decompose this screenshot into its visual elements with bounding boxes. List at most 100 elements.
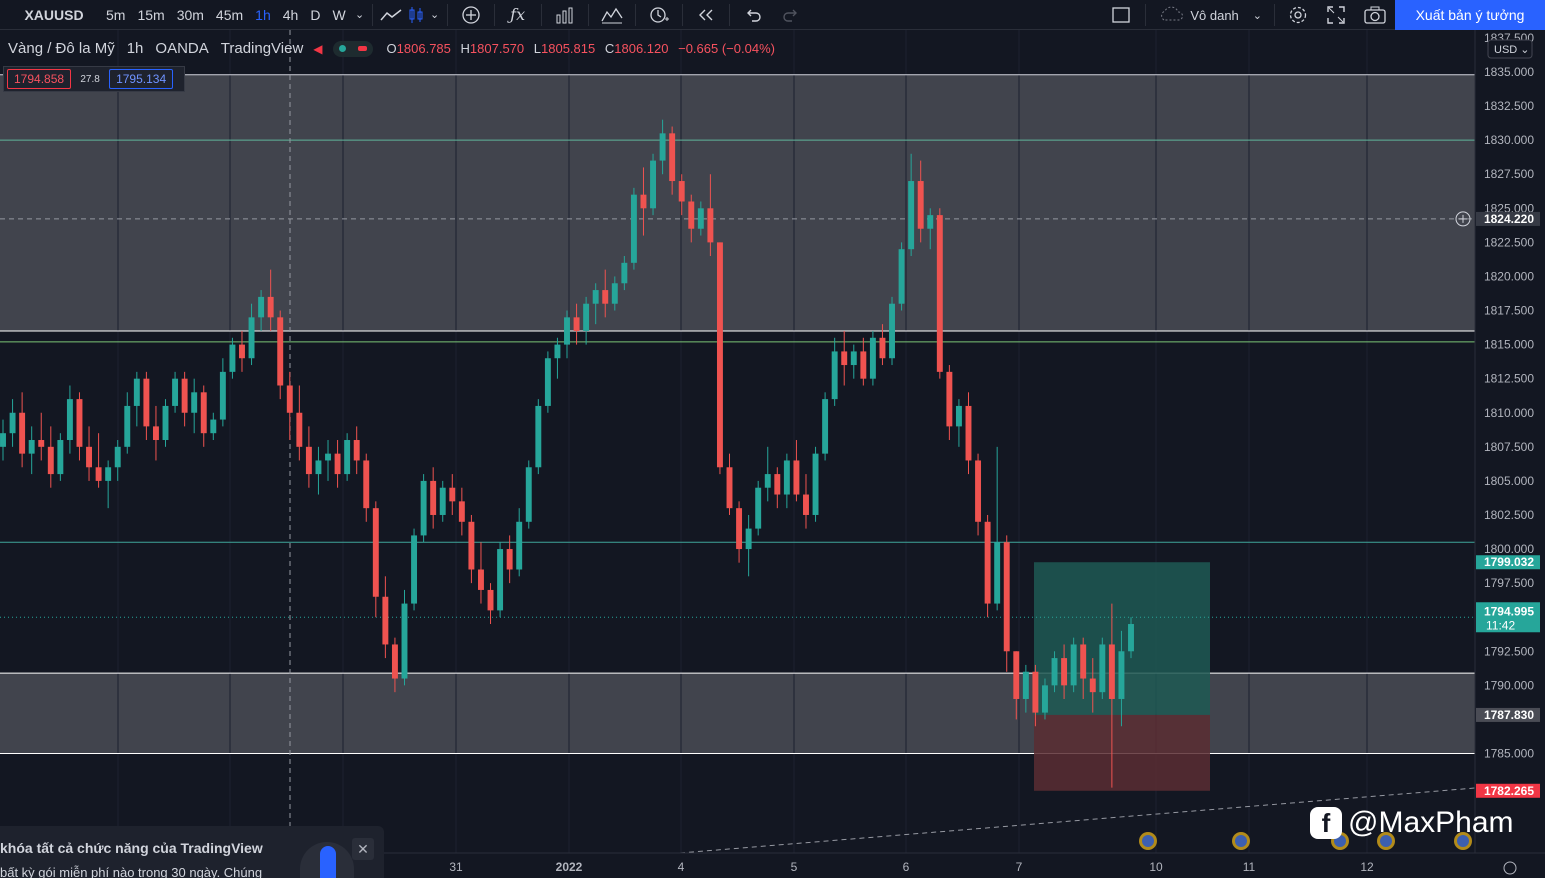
alert-icon[interactable]	[640, 0, 678, 30]
candle-body[interactable]	[76, 399, 83, 447]
interval-w[interactable]: W	[332, 6, 346, 23]
candle-body[interactable]	[487, 589, 494, 611]
candle-body[interactable]	[391, 644, 398, 679]
price-scale[interactable]	[1475, 30, 1545, 878]
candle-body[interactable]	[95, 467, 102, 481]
interval-d[interactable]: D	[310, 6, 321, 23]
candle-body[interactable]	[716, 242, 723, 468]
candle-body[interactable]	[975, 460, 982, 522]
candle-body[interactable]	[678, 181, 685, 202]
candle-body[interactable]	[1080, 644, 1087, 679]
candle-body[interactable]	[1108, 644, 1115, 699]
financials-icon[interactable]	[546, 0, 584, 30]
close-icon[interactable]: ✕	[352, 838, 374, 860]
currency-selector[interactable]	[1487, 39, 1533, 59]
candle-body[interactable]	[803, 494, 809, 515]
candle-body[interactable]	[831, 351, 838, 400]
add-compare-icon[interactable]	[452, 0, 490, 30]
candle-body[interactable]	[1070, 644, 1077, 686]
long-position-stop-zone[interactable]	[1034, 714, 1210, 791]
interval-30m[interactable]: 30m	[176, 6, 204, 23]
buy-button[interactable]: 1795.134	[109, 69, 174, 89]
candle-body[interactable]	[191, 392, 198, 413]
candle-body[interactable]	[984, 521, 991, 604]
interval-4h[interactable]: 4h	[282, 6, 299, 23]
candle-body[interactable]	[1042, 685, 1048, 713]
candle-body[interactable]	[449, 487, 456, 502]
candle-body[interactable]	[1003, 542, 1010, 652]
market-status-pill[interactable]	[332, 40, 373, 57]
candle-body[interactable]	[1099, 644, 1106, 693]
candle-body[interactable]	[764, 474, 771, 488]
candle-body[interactable]	[898, 249, 905, 304]
candle-body[interactable]	[277, 317, 284, 386]
candle-body[interactable]	[430, 480, 437, 515]
candle-body[interactable]	[726, 467, 733, 509]
candle-body[interactable]	[47, 446, 54, 475]
candle-body[interactable]	[564, 317, 570, 345]
candle-body[interactable]	[812, 453, 819, 515]
add-alert-icon[interactable]	[1455, 211, 1471, 227]
candle-body[interactable]	[1032, 671, 1039, 713]
candle-body[interactable]	[659, 133, 666, 161]
candle-body[interactable]	[86, 446, 92, 468]
candle-body[interactable]	[707, 208, 714, 243]
candle-body[interactable]	[296, 412, 303, 447]
candle-body[interactable]	[869, 337, 876, 379]
candle-body[interactable]	[650, 160, 656, 209]
candle-body[interactable]	[889, 303, 895, 359]
candle-body[interactable]	[143, 378, 150, 427]
candle-body[interactable]	[162, 405, 169, 441]
candle-body[interactable]	[315, 460, 322, 475]
candle-body[interactable]	[210, 419, 217, 434]
candle-body[interactable]	[286, 385, 293, 413]
candle-body[interactable]	[793, 460, 800, 495]
candle-body[interactable]	[439, 487, 446, 515]
trend-line[interactable]	[679, 787, 1476, 854]
symbol-search-button[interactable]: XAUUSD	[24, 6, 84, 23]
candle-body[interactable]	[1022, 671, 1029, 699]
interval-45m[interactable]: 45m	[215, 6, 244, 23]
candle-body[interactable]	[755, 487, 762, 529]
candle-body[interactable]	[841, 351, 848, 366]
publish-idea-button[interactable]: Xuất bản ý tưởng	[1395, 0, 1545, 31]
candle-body[interactable]	[57, 440, 64, 475]
candle-body[interactable]	[516, 521, 523, 570]
candle-body[interactable]	[860, 351, 867, 379]
candle-body[interactable]	[200, 392, 207, 434]
interval-15m[interactable]: 15m	[137, 6, 165, 23]
candle-body[interactable]	[66, 399, 73, 441]
chevron-down-icon[interactable]: ⌄	[430, 9, 440, 21]
candle-body[interactable]	[697, 208, 704, 229]
candle-body[interactable]	[688, 201, 695, 229]
trial-promo-toast[interactable]: khóa tất cả chức năng của TradingView bấ…	[0, 826, 384, 878]
candle-body[interactable]	[506, 549, 513, 570]
candle-body[interactable]	[28, 440, 35, 454]
candle-body[interactable]	[544, 358, 551, 406]
candle-body[interactable]	[822, 399, 829, 454]
price-chart[interactable]: 1837.5001835.0001832.5001830.0001827.500…	[0, 30, 1545, 878]
candle-body[interactable]	[372, 508, 379, 597]
candle-body[interactable]	[879, 337, 886, 359]
candles-icon[interactable]	[405, 0, 427, 30]
candle-body[interactable]	[1089, 678, 1096, 693]
candle-body[interactable]	[1128, 624, 1134, 652]
flag-icon[interactable]: ◀	[313, 41, 323, 56]
candle-body[interactable]	[344, 440, 351, 475]
indicators-icon[interactable]: ƒx	[510, 5, 526, 24]
candle-body[interactable]	[258, 296, 265, 318]
candle-body[interactable]	[420, 480, 427, 536]
candle-body[interactable]	[908, 181, 915, 250]
candle-body[interactable]	[592, 290, 599, 304]
candle-body[interactable]	[133, 378, 140, 406]
candle-body[interactable]	[458, 501, 465, 522]
interval-1h[interactable]: 1h	[255, 6, 271, 23]
candle-body[interactable]	[305, 446, 312, 475]
candle-body[interactable]	[554, 344, 561, 359]
candle-body[interactable]	[105, 467, 112, 481]
candle-body[interactable]	[468, 521, 475, 570]
timezone-icon[interactable]	[1503, 861, 1517, 875]
camera-icon[interactable]	[1355, 0, 1395, 30]
candle-body[interactable]	[239, 344, 245, 359]
candle-body[interactable]	[181, 378, 188, 413]
